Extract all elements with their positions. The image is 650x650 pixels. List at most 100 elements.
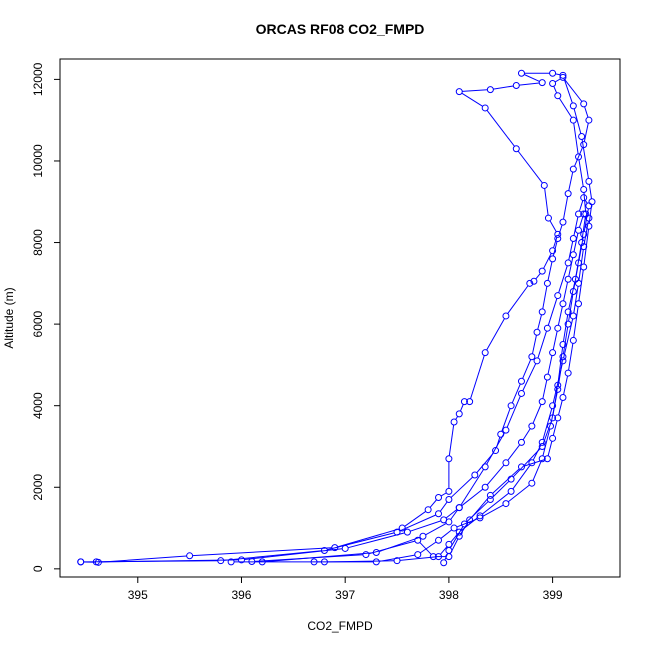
x-tick-label: 399 <box>543 588 563 602</box>
x-axis-title: CO2_FMPD <box>307 619 373 633</box>
series-line-segment <box>486 110 515 147</box>
series-line-segment <box>507 484 530 503</box>
series-line-segment <box>456 518 478 528</box>
data-point <box>512 82 520 90</box>
data-point <box>564 259 572 267</box>
data-point <box>455 410 463 418</box>
series-line-segment <box>532 444 542 461</box>
series-1 <box>77 69 596 566</box>
data-point <box>564 190 572 198</box>
series-line-segment <box>578 200 584 212</box>
series-line-segment <box>568 343 574 371</box>
data-point <box>554 414 562 422</box>
data-point <box>419 532 427 540</box>
data-point <box>580 210 588 218</box>
data-point <box>481 463 489 471</box>
series-line-segment <box>581 216 586 240</box>
data-point <box>543 373 551 381</box>
series-line-segment <box>440 529 453 539</box>
data-point <box>559 341 567 349</box>
data-point <box>435 553 443 561</box>
series-line-segment <box>448 424 455 456</box>
data-point <box>517 438 525 446</box>
data-point <box>502 426 510 434</box>
series-line-segment <box>99 559 239 563</box>
data-point <box>435 493 443 501</box>
series-line-segment <box>584 106 589 118</box>
data-point <box>450 418 458 426</box>
series-line-segment <box>535 273 541 280</box>
x-tick-label: 398 <box>439 588 459 602</box>
series-line-segment <box>492 480 510 498</box>
data-point <box>486 491 494 499</box>
data-point <box>554 324 562 332</box>
data-point <box>77 558 85 566</box>
series-line-segment <box>459 404 464 412</box>
data-point <box>528 353 536 361</box>
series-line-segment <box>563 375 569 395</box>
data-point <box>549 402 557 410</box>
data-point <box>440 559 448 567</box>
series-line-segment <box>440 546 448 555</box>
data-point <box>559 357 567 365</box>
series-line-segment <box>511 383 521 404</box>
data-point <box>559 300 567 308</box>
series-line-segment <box>568 257 574 277</box>
data-point <box>445 518 453 526</box>
series-line-segment <box>466 501 489 523</box>
series-line-segment <box>532 404 542 424</box>
data-point <box>450 524 458 532</box>
data-point <box>486 86 494 94</box>
series-line-segment <box>425 522 447 536</box>
series-line-segment <box>455 416 459 420</box>
data-point <box>403 528 411 536</box>
data-point <box>393 557 401 565</box>
data-point <box>585 116 593 124</box>
series-line-segment <box>379 554 415 562</box>
series-line-segment <box>554 78 561 83</box>
data-point <box>580 186 588 194</box>
series-line-segment <box>578 159 584 187</box>
series-line-segment <box>101 555 187 563</box>
data-point <box>507 475 515 483</box>
data-point <box>429 553 437 561</box>
series-line-segment <box>550 392 558 424</box>
series-line-segment <box>492 468 520 494</box>
data-point <box>575 153 583 161</box>
series-line-segment <box>542 428 551 456</box>
data-point <box>186 552 194 560</box>
data-point <box>481 104 489 112</box>
series-line-segment <box>450 509 458 520</box>
series-line-segment <box>584 199 588 204</box>
series-line-segment <box>573 286 579 314</box>
data-point <box>502 312 510 320</box>
data-point <box>455 528 463 536</box>
data-point <box>538 455 546 463</box>
series-line-segment <box>486 464 505 486</box>
series-line-segment <box>552 241 558 257</box>
series-line-segment <box>573 265 579 289</box>
series-line-segment <box>542 286 548 310</box>
data-point <box>569 116 577 124</box>
data-point <box>362 551 370 559</box>
series-line-segment <box>573 306 579 338</box>
data-point <box>575 210 583 218</box>
data-point <box>460 398 468 406</box>
series-line-segment <box>337 528 400 548</box>
series-line-segment <box>470 355 485 399</box>
series-line-segment <box>558 265 568 293</box>
series-line-segment <box>542 420 553 444</box>
series-line-segment <box>578 216 584 228</box>
data-point <box>517 69 525 77</box>
series-line-segment <box>558 224 563 236</box>
series-line-segment <box>419 542 432 555</box>
data-point <box>445 540 453 548</box>
data-point <box>414 551 422 559</box>
series-line-segment <box>419 541 437 554</box>
data-point <box>341 544 349 552</box>
series-line-segment <box>347 532 405 549</box>
data-point <box>575 259 583 267</box>
data-point <box>559 353 567 361</box>
